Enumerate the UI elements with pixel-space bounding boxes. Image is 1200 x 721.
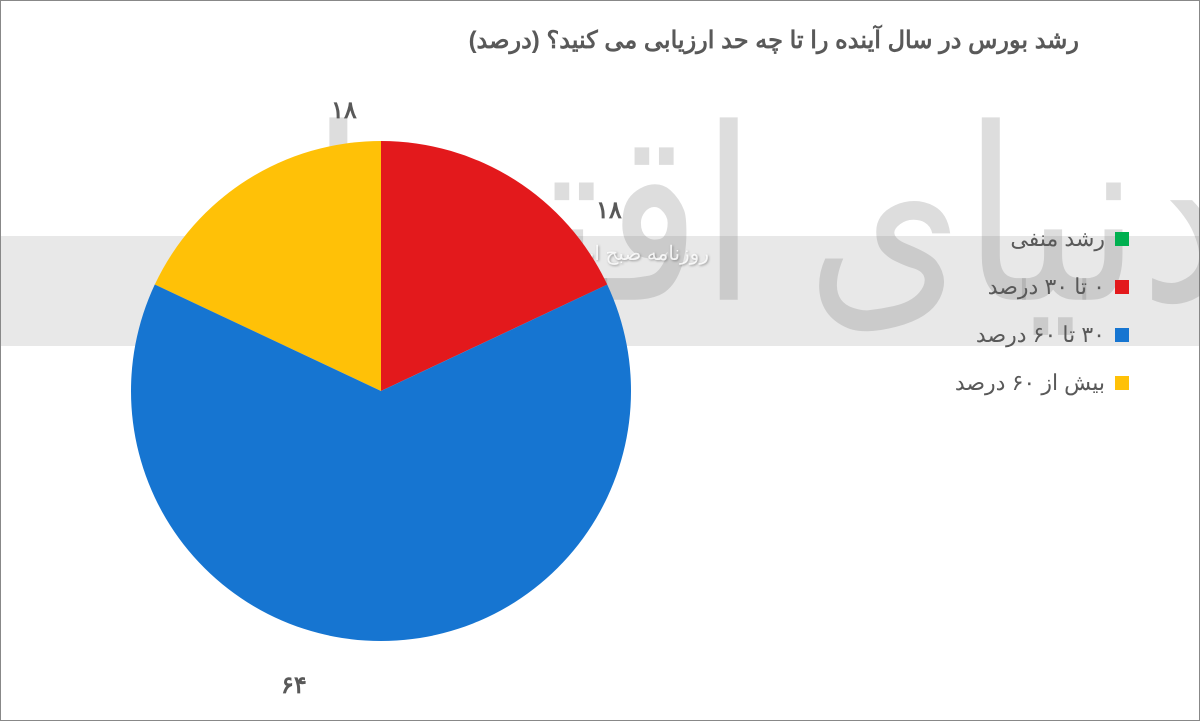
data-label: ۱۸ — [596, 196, 622, 225]
pie-chart — [131, 141, 631, 646]
legend-item: رشد منفی — [955, 226, 1129, 252]
legend-item: ۳۰ تا ۶۰ درصد — [955, 322, 1129, 348]
legend-swatch — [1115, 328, 1129, 342]
legend-swatch — [1115, 280, 1129, 294]
chart-container: دنیای اقتصاد روزنامه صبح ایران رشد بورس … — [1, 1, 1199, 720]
data-label: ۶۴ — [281, 671, 307, 700]
chart-title: رشد بورس در سال آینده را تا چه حد ارزیاب… — [469, 26, 1079, 55]
legend-label: ۰ تا ۳۰ درصد — [988, 274, 1105, 300]
legend-item: بیش از ۶۰ درصد — [955, 370, 1129, 396]
legend-label: ۳۰ تا ۶۰ درصد — [976, 322, 1105, 348]
data-label: ۱۸ — [331, 96, 357, 125]
legend-swatch — [1115, 232, 1129, 246]
legend-label: بیش از ۶۰ درصد — [955, 370, 1105, 396]
legend-item: ۰ تا ۳۰ درصد — [955, 274, 1129, 300]
legend-swatch — [1115, 376, 1129, 390]
legend-label: رشد منفی — [1010, 226, 1105, 252]
legend: رشد منفی ۰ تا ۳۰ درصد ۳۰ تا ۶۰ درصد بیش از … — [955, 226, 1129, 418]
